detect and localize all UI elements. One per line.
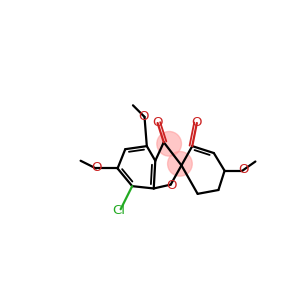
Circle shape [168,152,192,176]
Text: O: O [192,116,202,129]
Text: O: O [238,164,248,176]
Text: O: O [152,116,163,129]
Text: O: O [166,179,177,192]
Circle shape [157,131,182,156]
Text: O: O [139,110,149,123]
Text: O: O [92,161,102,174]
Text: Cl: Cl [112,204,126,217]
